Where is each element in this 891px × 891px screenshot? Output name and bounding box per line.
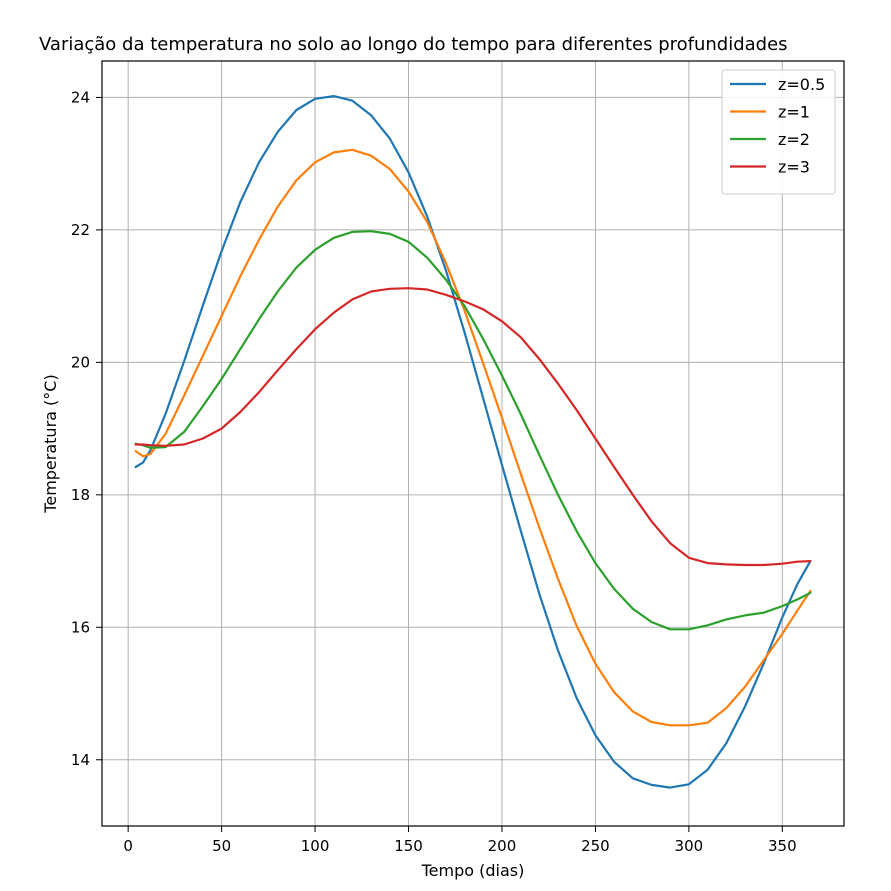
series-lines [134,95,812,789]
x-tick-label: 350 [768,837,797,855]
x-tick-label: 300 [675,837,704,855]
y-tick-label: 24 [71,88,90,106]
series-line-z=3 [134,287,812,567]
x-axis-label: Tempo (dias) [421,861,525,880]
legend-label: z=1 [778,103,810,122]
x-tick-label: 250 [581,837,610,855]
legend-label: z=3 [778,158,810,177]
x-tick-label: 0 [123,837,133,855]
x-tick-label: 100 [301,837,330,855]
x-tick-label: 200 [488,837,517,855]
plot-frame [101,60,845,827]
y-tick-label: 14 [71,751,90,769]
legend: z=0.5 z=1 z=2 z=3 [721,69,836,195]
legend-box [721,69,836,195]
y-tick-label: 20 [71,353,90,371]
y-tick-label: 18 [71,486,90,504]
legend-label: z=2 [778,130,810,149]
y-axis-label: Temperatura (°C) [41,374,60,513]
series-line-z=0.5 [134,95,812,789]
chart-title: Variação da temperatura no solo ao longo… [39,34,788,55]
series-line-z=2 [134,230,812,631]
series-line-z=1 [134,148,812,727]
y-tick-label: 16 [71,618,90,636]
y-tick-label: 22 [71,221,90,239]
x-tick-label: 150 [394,837,423,855]
grid-lines [102,61,844,826]
axis-ticks: 0 50 100 150 200 250 300 350 14 16 18 20 22 24 [71,88,797,855]
legend-label: z=0.5 [778,75,825,94]
x-tick-label: 50 [212,837,231,855]
